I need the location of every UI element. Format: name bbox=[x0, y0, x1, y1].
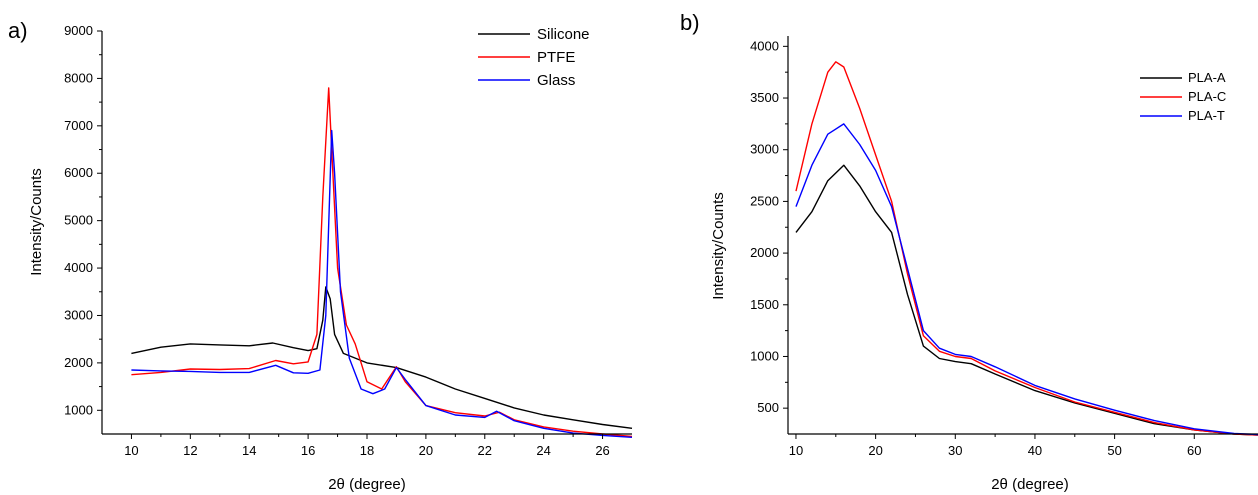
legend-label-pla-c: PLA-C bbox=[1188, 89, 1226, 104]
legend-label-pla-t: PLA-T bbox=[1188, 108, 1225, 123]
series-line-pla-t bbox=[795, 123, 1258, 436]
panel-a: a) 2θ (degree) Intensity/Counts 10 12 14 16… bbox=[8, 18, 633, 493]
panel-b-x-axis-title: 2θ (degree) bbox=[991, 476, 1069, 493]
x-tick-label: 50 bbox=[1107, 443, 1121, 458]
y-tick-label: 5000 bbox=[64, 213, 93, 228]
y-tick-label: 1500 bbox=[750, 297, 779, 312]
y-tick-label: 2500 bbox=[750, 193, 779, 208]
x-tick-label: 24 bbox=[536, 443, 550, 458]
x-tick-label: 30 bbox=[948, 443, 962, 458]
y-tick-label: 1000 bbox=[750, 348, 779, 363]
x-tick-label: 22 bbox=[478, 443, 492, 458]
legend-label-silicone: Silicone bbox=[537, 26, 590, 43]
series-line-silicone bbox=[131, 286, 633, 429]
x-tick-label: 10 bbox=[789, 443, 803, 458]
panel-b: b) 2θ (degree) Intensity/Counts 10 20 30 40… bbox=[680, 10, 1258, 493]
y-tick-label: 2000 bbox=[64, 355, 93, 370]
x-tick-label: 12 bbox=[183, 443, 197, 458]
legend-label-pla-a: PLA-A bbox=[1188, 70, 1226, 85]
legend-label-glass: Glass bbox=[537, 72, 575, 89]
x-tick-label: 14 bbox=[242, 443, 256, 458]
y-tick-label: 2000 bbox=[750, 245, 779, 260]
x-tick-label: 20 bbox=[419, 443, 433, 458]
y-tick-label: 1000 bbox=[64, 402, 93, 417]
series-line-ptfe bbox=[131, 87, 633, 438]
y-tick-label: 3000 bbox=[750, 142, 779, 157]
x-tick-label: 60 bbox=[1187, 443, 1201, 458]
panel-b-label: b) bbox=[680, 10, 700, 35]
series-line-glass bbox=[131, 129, 633, 438]
y-tick-label: 9000 bbox=[64, 23, 93, 38]
y-tick-label: 500 bbox=[757, 400, 779, 415]
x-tick-label: 40 bbox=[1028, 443, 1042, 458]
panel-a-y-axis-title: Intensity/Counts bbox=[28, 168, 45, 276]
x-tick-label: 20 bbox=[868, 443, 882, 458]
panel-a-legend: Silicone PTFE Glass bbox=[478, 26, 590, 89]
panel-b-y-axis-title: Intensity/Counts bbox=[710, 192, 727, 300]
y-tick-label: 3000 bbox=[64, 307, 93, 322]
x-tick-label: 26 bbox=[595, 443, 609, 458]
y-tick-label: 4000 bbox=[750, 38, 779, 53]
y-tick-label: 6000 bbox=[64, 165, 93, 180]
y-tick-label: 4000 bbox=[64, 260, 93, 275]
y-tick-label: 8000 bbox=[64, 70, 93, 85]
panel-b-legend: PLA-A PLA-C PLA-T bbox=[1140, 70, 1226, 123]
y-tick-label: 3500 bbox=[750, 90, 779, 105]
legend-label-ptfe: PTFE bbox=[537, 49, 575, 66]
series-line-pla-c bbox=[795, 61, 1258, 436]
panel-a-x-axis-title: 2θ (degree) bbox=[328, 476, 406, 493]
x-tick-label: 16 bbox=[301, 443, 315, 458]
series-line-pla-a bbox=[795, 164, 1258, 436]
x-tick-label: 10 bbox=[124, 443, 138, 458]
y-tick-label: 7000 bbox=[64, 118, 93, 133]
x-tick-label: 18 bbox=[360, 443, 374, 458]
panel-a-label: a) bbox=[8, 18, 28, 43]
